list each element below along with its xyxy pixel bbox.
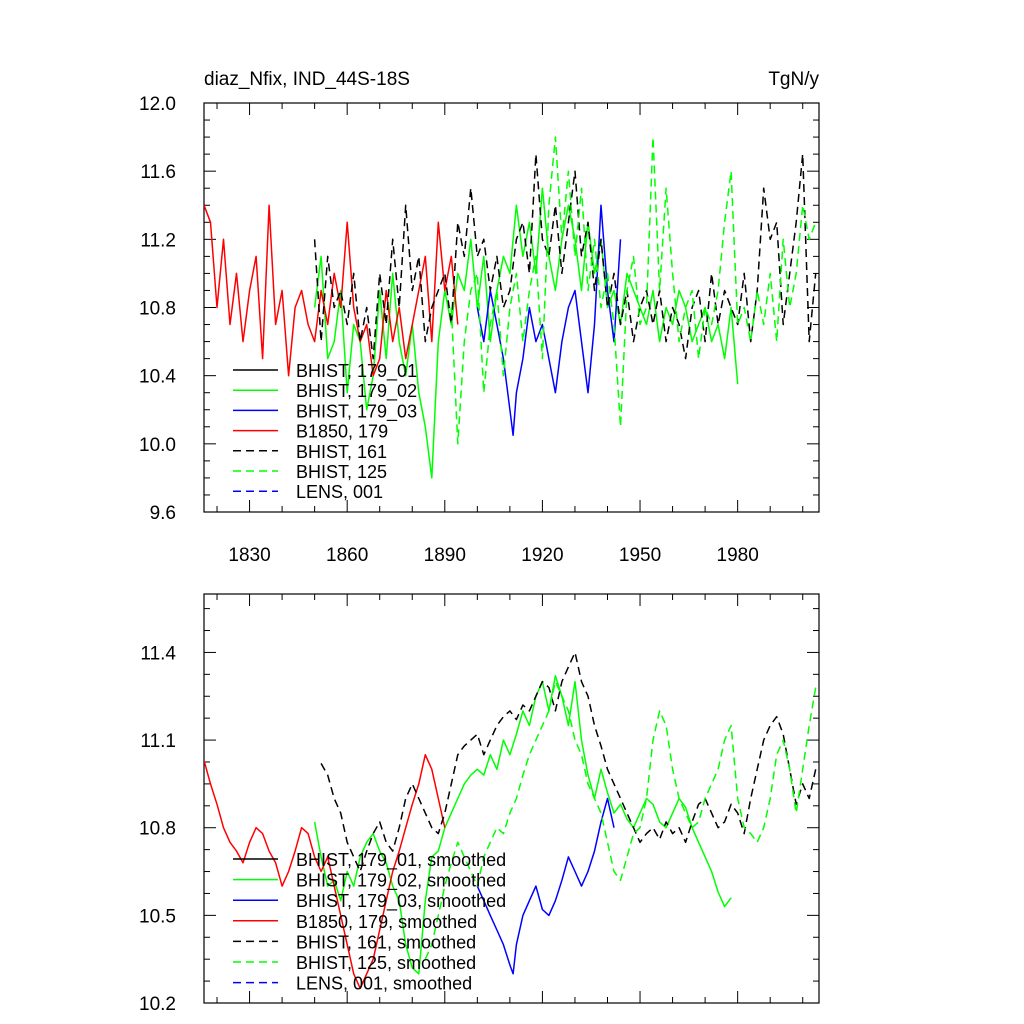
legend-label-5: BHIST, 125, smoothed xyxy=(296,953,476,973)
legend-label-1: BHIST, 179_02 xyxy=(296,381,417,402)
x-tick-label: 1980 xyxy=(717,545,759,566)
y-tick-label: 10.4 xyxy=(139,367,176,388)
legend-label-2: BHIST, 179_03, smoothed xyxy=(296,891,506,912)
y-tick-label: 10.8 xyxy=(139,299,176,320)
series-line-1 xyxy=(313,675,732,975)
legend-label-6: LENS, 001 xyxy=(296,482,383,502)
plot-area xyxy=(204,651,817,990)
series-line-5 xyxy=(424,680,817,960)
series-line-2 xyxy=(476,204,622,437)
y-tick-label: 12.0 xyxy=(139,94,176,115)
chart-title: diaz_Nfix, IND_44S-18S xyxy=(204,69,410,90)
plot-frame xyxy=(203,593,820,1004)
bottom-panel: 10.2 10.5 10.8 11.1 11.4 BHIST, 179_01, smoot… xyxy=(139,593,820,1015)
y-tick-label: 11.4 xyxy=(140,643,176,664)
series-line-4 xyxy=(313,153,817,360)
units-label: TgN/y xyxy=(768,69,819,90)
legend-label-6: LENS, 001, smoothed xyxy=(296,974,472,994)
y-tick-label: 10.0 xyxy=(139,435,176,456)
x-tick-label: 1860 xyxy=(326,545,368,566)
legend-label-0: BHIST, 179_01, smoothed xyxy=(296,850,506,871)
x-tick-label: 1950 xyxy=(619,545,661,566)
legend-label-5: BHIST, 125 xyxy=(296,462,387,482)
legend-label-0: BHIST, 179_01 xyxy=(296,361,417,382)
y-tick-label: 10.5 xyxy=(139,906,176,927)
y-tick-label: 9.6 xyxy=(150,503,176,524)
plot-area xyxy=(204,136,817,479)
x-tick-label: 1890 xyxy=(424,545,466,566)
y-tick-label: 11.6 xyxy=(140,162,176,183)
top-panel: 9.6 10.0 10.4 10.8 11.2 11.6 12.0 1830 1860 1890 1… xyxy=(139,69,820,566)
series-line-4 xyxy=(320,651,817,873)
legend-label-2: BHIST, 179_03 xyxy=(296,401,417,422)
x-tick-label: 1920 xyxy=(521,545,563,566)
series-line-1 xyxy=(313,187,739,479)
y-tick-label: 10.2 xyxy=(139,994,176,1015)
series-line-3 xyxy=(204,204,459,377)
legend-label-4: BHIST, 161 xyxy=(296,442,387,462)
series-line-5 xyxy=(450,136,817,445)
legend-label-3: B1850, 179 xyxy=(296,422,388,442)
y-tick-label: 11.2 xyxy=(140,230,176,251)
series-line-2 xyxy=(476,797,615,975)
legend-label-3: B1850, 179, smoothed xyxy=(296,912,477,932)
legend-label-1: BHIST, 179_02, smoothed xyxy=(296,871,506,892)
y-tick-label: 11.1 xyxy=(140,731,176,752)
y-tick-label: 10.8 xyxy=(139,819,176,840)
x-tick-label: 1830 xyxy=(228,545,270,566)
legend-label-4: BHIST, 161, smoothed xyxy=(296,932,476,952)
